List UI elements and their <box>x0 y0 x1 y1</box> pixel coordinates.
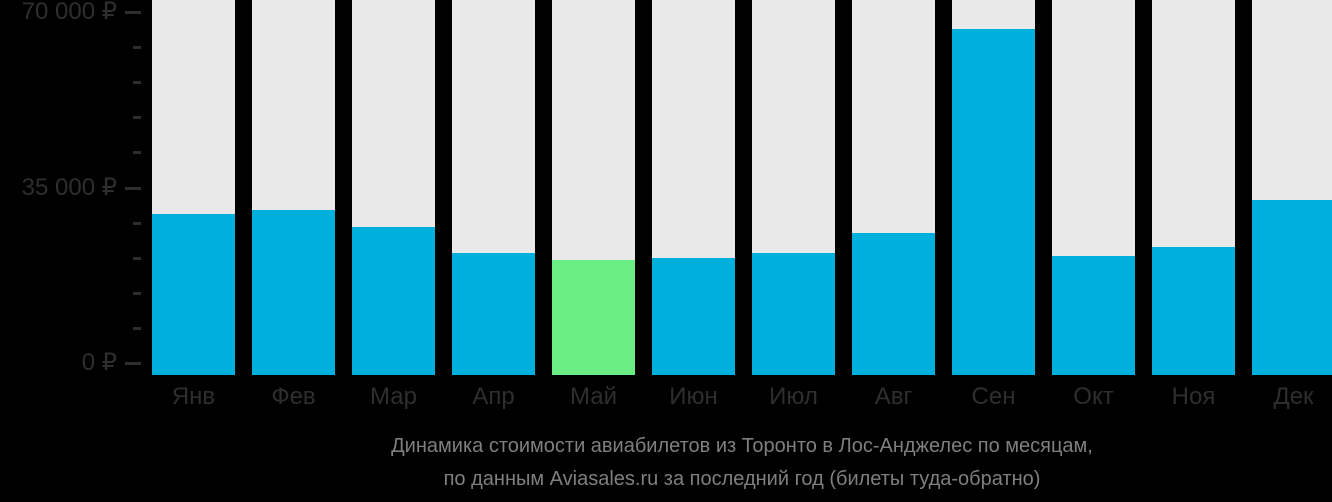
column-bg-авг <box>852 0 935 375</box>
caption-line-1: Динамика стоимости авиабилетов из Торонт… <box>391 435 1093 457</box>
column-bg-мар <box>352 0 435 375</box>
bar-июн <box>652 258 735 375</box>
bar-июл <box>752 253 835 375</box>
month-label-фев: Фев <box>271 383 316 410</box>
y-axis: 0 ₽ 35 000 ₽ 70 000 ₽ <box>0 0 152 376</box>
bar-окт <box>1052 256 1135 375</box>
column-bg-июл <box>752 0 835 375</box>
bar-дек <box>1252 200 1332 375</box>
bar-май <box>552 260 635 375</box>
caption-line-2: по данным Aviasales.ru за последний год … <box>443 468 1041 490</box>
x-axis: Янв Фев Мар Апр Май Июн Июл Авг Сен Окт Ноя Дек <box>152 381 1332 413</box>
y-tick-major <box>125 11 141 14</box>
column-bg-янв <box>152 0 235 375</box>
month-label-окт: Окт <box>1073 383 1114 410</box>
y-tick-major <box>125 362 141 365</box>
y-tick-minor <box>133 256 141 260</box>
month-label-ноя: Ноя <box>1171 383 1216 410</box>
column-bg-ноя <box>1152 0 1235 375</box>
month-label-дек: Дек <box>1273 383 1314 410</box>
bar-фев <box>252 210 335 375</box>
bar-мар <box>352 227 435 375</box>
y-tick-label: 35 000 ₽ <box>21 173 117 201</box>
month-label-июн: Июн <box>669 383 718 410</box>
y-tick-minor <box>133 291 141 295</box>
column-bg-фев <box>252 0 335 375</box>
y-tick-minor <box>133 46 141 50</box>
bar-апр <box>452 253 535 375</box>
month-label-май: Май <box>569 383 617 410</box>
bar-янв <box>152 214 235 375</box>
month-label-сен: Сен <box>971 383 1016 410</box>
y-tick-minor <box>133 116 141 120</box>
month-label-апр: Апр <box>472 383 515 410</box>
month-label-янв: Янв <box>171 383 216 410</box>
y-tick-minor <box>133 151 141 155</box>
month-label-июл: Июл <box>769 383 818 410</box>
y-tick-minor <box>133 81 141 85</box>
chart-caption: Динамика стоимости авиабилетов из Торонт… <box>152 430 1332 496</box>
plot-area <box>152 0 1332 375</box>
y-tick-label: 70 000 ₽ <box>21 0 117 25</box>
column-bg-окт <box>1052 0 1135 375</box>
month-label-авг: Авг <box>874 383 913 410</box>
column-bg-июн <box>652 0 735 375</box>
bar-ноя <box>1152 247 1235 375</box>
y-tick-major <box>125 186 141 190</box>
column-bg-май <box>552 0 635 375</box>
y-tick-minor <box>133 326 141 330</box>
y-tick-label: 0 ₽ <box>81 349 117 376</box>
month-label-мар: Мар <box>370 383 417 410</box>
column-bg-апр <box>452 0 535 375</box>
column-bg-сен <box>952 0 1035 375</box>
y-tick-minor <box>133 221 141 225</box>
bar-сен <box>952 29 1035 375</box>
bar-авг <box>852 233 935 375</box>
column-bg-дек <box>1252 0 1332 375</box>
